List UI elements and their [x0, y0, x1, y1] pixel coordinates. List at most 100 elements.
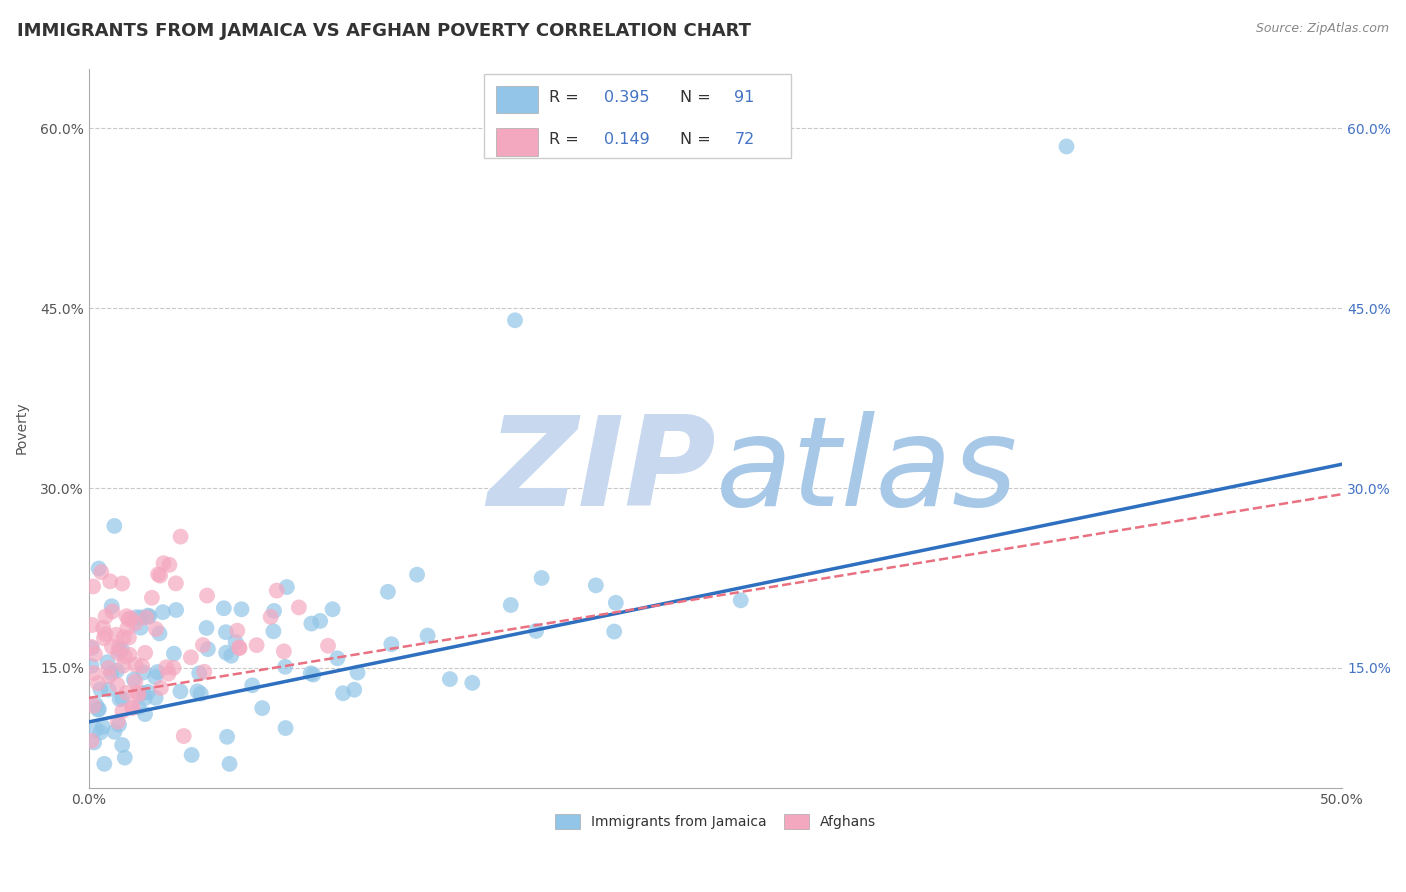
Point: [100, 599, 122, 614]
Point: [240, 678, 263, 692]
Point: [114, 649, 136, 664]
Point: [84, 647, 107, 661]
Point: [260, 610, 283, 624]
Point: [226, 624, 249, 638]
Point: [322, 602, 344, 616]
Point: [145, 622, 167, 636]
Text: 91: 91: [734, 90, 755, 105]
Point: [87, 561, 110, 575]
Point: [90, 565, 112, 579]
Point: [91, 720, 114, 734]
Point: [195, 621, 218, 635]
Point: [98, 574, 121, 589]
Text: ZIP: ZIP: [486, 411, 716, 532]
Point: [121, 701, 143, 715]
Point: [1056, 139, 1078, 153]
Point: [108, 717, 131, 731]
Point: [105, 628, 128, 642]
Point: [124, 657, 146, 672]
Point: [80, 658, 103, 673]
Point: [105, 678, 128, 692]
Point: [132, 686, 155, 700]
Point: [218, 756, 240, 771]
Point: [380, 637, 402, 651]
Point: [146, 567, 169, 582]
Text: R =: R =: [548, 90, 583, 105]
Point: [98, 669, 121, 683]
Point: [499, 598, 522, 612]
Text: R =: R =: [548, 132, 583, 147]
Point: [115, 609, 138, 624]
Point: [524, 624, 547, 638]
Point: [132, 665, 155, 680]
Point: [129, 610, 152, 624]
Point: [155, 660, 177, 674]
Point: [124, 616, 146, 631]
Point: [228, 641, 250, 656]
Point: [131, 659, 153, 673]
Point: [94, 609, 117, 624]
Point: [145, 690, 167, 705]
Point: [162, 661, 184, 675]
Point: [157, 666, 180, 681]
Point: [149, 681, 172, 695]
Point: [84, 698, 107, 712]
Point: [112, 631, 135, 645]
Point: [114, 750, 136, 764]
Point: [173, 729, 195, 743]
Point: [378, 811, 401, 825]
Point: [101, 604, 124, 618]
Point: [377, 584, 399, 599]
Point: [585, 578, 607, 592]
Point: [94, 627, 117, 641]
FancyBboxPatch shape: [484, 73, 790, 159]
Point: [163, 647, 186, 661]
Point: [143, 670, 166, 684]
Point: [138, 609, 160, 624]
Point: [100, 666, 122, 681]
Text: 72: 72: [734, 132, 755, 147]
Point: [273, 644, 295, 658]
Point: [603, 624, 626, 639]
Point: [80, 734, 103, 748]
Point: [503, 313, 526, 327]
Point: [89, 725, 111, 739]
Point: [134, 707, 156, 722]
Point: [146, 665, 169, 679]
Point: [135, 610, 157, 624]
Point: [302, 667, 325, 681]
Point: [157, 558, 180, 572]
Point: [134, 691, 156, 706]
Point: [416, 629, 439, 643]
Point: [111, 704, 134, 718]
Point: [152, 556, 174, 570]
Point: [332, 686, 354, 700]
Point: [87, 702, 110, 716]
Point: [83, 735, 105, 749]
Point: [129, 621, 152, 635]
Point: [111, 576, 134, 591]
Point: [117, 612, 139, 626]
Point: [83, 698, 105, 713]
Point: [111, 691, 134, 706]
Point: [530, 571, 553, 585]
FancyBboxPatch shape: [496, 86, 537, 113]
Point: [252, 701, 274, 715]
Point: [89, 682, 111, 697]
Point: [91, 621, 114, 635]
Point: [120, 611, 142, 625]
Text: Source: ZipAtlas.com: Source: ZipAtlas.com: [1256, 22, 1389, 36]
Point: [276, 580, 298, 594]
Point: [212, 601, 235, 615]
Point: [111, 738, 134, 752]
Point: [169, 530, 191, 544]
Point: [605, 596, 627, 610]
Point: [228, 640, 250, 655]
Point: [274, 659, 297, 673]
Point: [87, 702, 110, 716]
Point: [225, 635, 247, 649]
Legend: Immigrants from Jamaica, Afghans: Immigrants from Jamaica, Afghans: [550, 808, 882, 835]
Point: [87, 676, 110, 690]
Y-axis label: Poverty: Poverty: [15, 402, 30, 455]
Point: [245, 638, 267, 652]
